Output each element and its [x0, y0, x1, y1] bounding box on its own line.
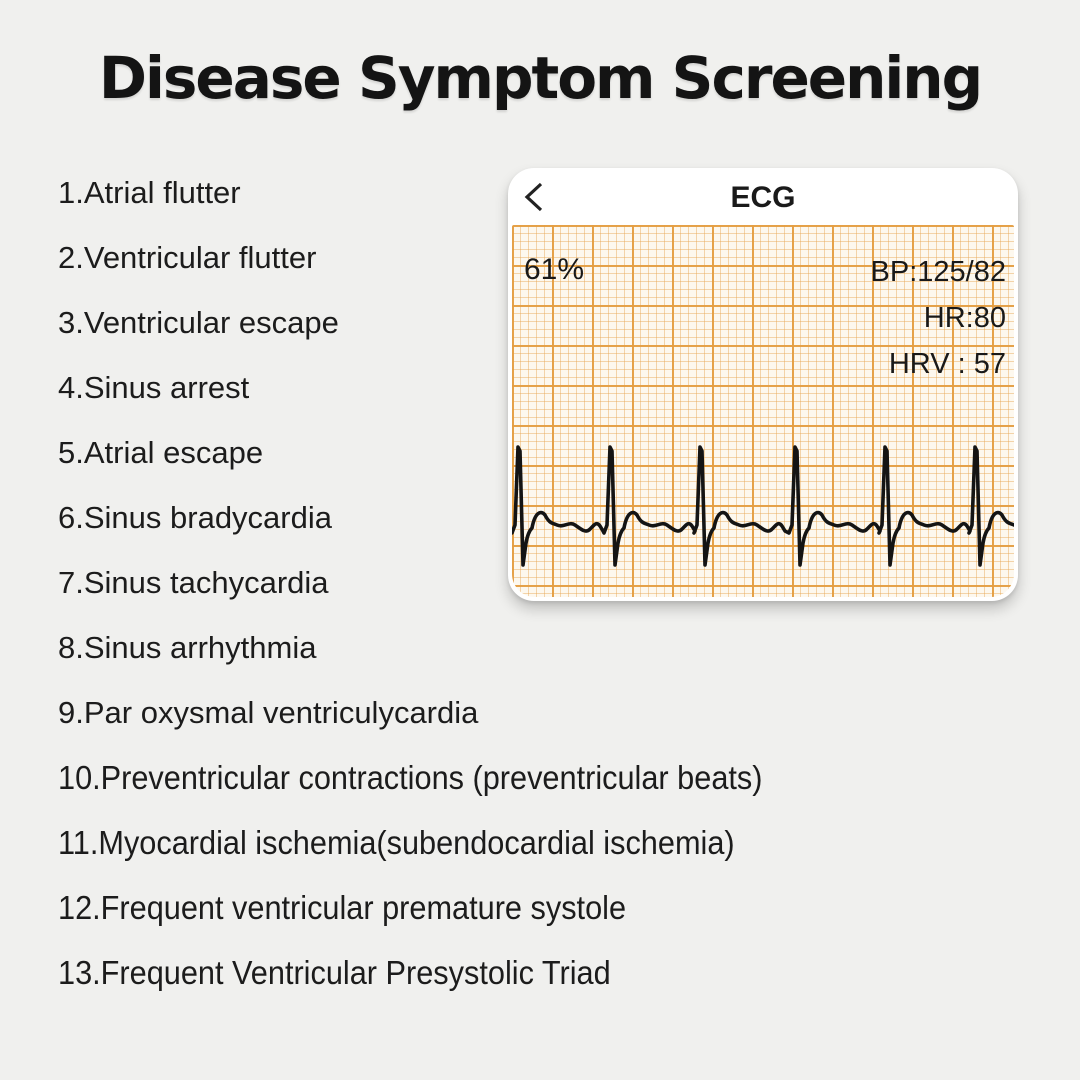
list-item: 13.Frequent Ventricular Presystolic Tria… [58, 954, 611, 991]
page-title: Disease Symptom Screening [98, 44, 983, 112]
vital-readings: BP:125/82 HR:80 HRV : 57 [871, 249, 1006, 387]
ecg-header: ECG [508, 168, 1018, 225]
list-item: 6.Sinus bradycardia [58, 500, 332, 535]
hr-reading: HR:80 [923, 302, 1006, 334]
list-item: 5.Atrial escape [58, 435, 264, 470]
ecg-waveform [512, 445, 1014, 567]
symptom-list: 1.Atrial flutter 2.Ventricular flutter 3… [58, 160, 1038, 1005]
ecg-graph-paper: 61% BP:125/82 HR:80 HRV : 57 [512, 225, 1014, 597]
list-item: 8.Sinus arrhythmia [58, 630, 317, 665]
bp-reading: BP:125/82 [870, 256, 1006, 288]
battery-percentage: 61% [524, 253, 585, 286]
ecg-waveform-path [512, 445, 1014, 567]
list-item: 2.Ventricular flutter [58, 240, 317, 275]
list-item: 4.Sinus arrest [58, 370, 250, 405]
list-item: 9.Par oxysmal ventriculycardia [58, 695, 479, 730]
list-item: 10.Preventricular contractions (preventr… [58, 759, 763, 796]
ecg-screen: ECG 61% BP:125/82 HR:80 HRV : 57 [508, 168, 1018, 601]
list-item: 7.Sinus tachycardia [58, 565, 329, 600]
hrv-reading: HRV : 57 [888, 348, 1006, 380]
ecg-screen-title: ECG [730, 181, 796, 214]
list-item: 3.Ventricular escape [58, 305, 339, 340]
list-item: 11.Myocardial ischemia(subendocardial is… [58, 824, 735, 861]
list-item: 1.Atrial flutter [58, 175, 241, 210]
list-item: 12.Frequent ventricular premature systol… [58, 889, 627, 926]
back-chevron-icon[interactable] [522, 181, 546, 213]
